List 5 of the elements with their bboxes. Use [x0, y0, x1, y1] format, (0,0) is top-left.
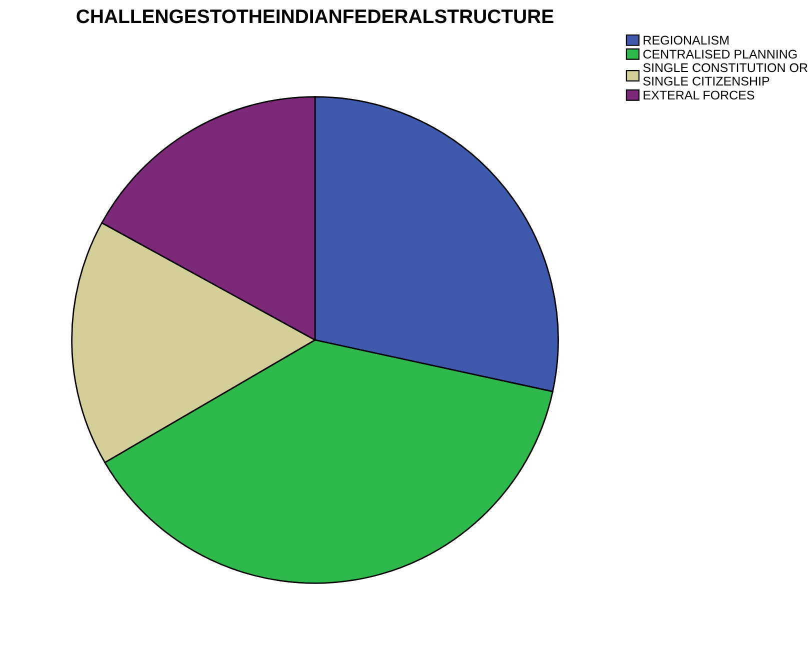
legend-label: EXTERAL FORCES [644, 90, 754, 100]
legend-label: SINGLE CONSTITUTION OR SINGLE CITIZENSHIP [643, 63, 808, 86]
chart-title: CHALLENGESTOTHEINDIANFEDERALSTRUCTURE [76, 9, 554, 24]
legend-label: CENTRALISED PLANNING [643, 50, 797, 59]
legend-label: REGIONALISM [644, 36, 729, 45]
